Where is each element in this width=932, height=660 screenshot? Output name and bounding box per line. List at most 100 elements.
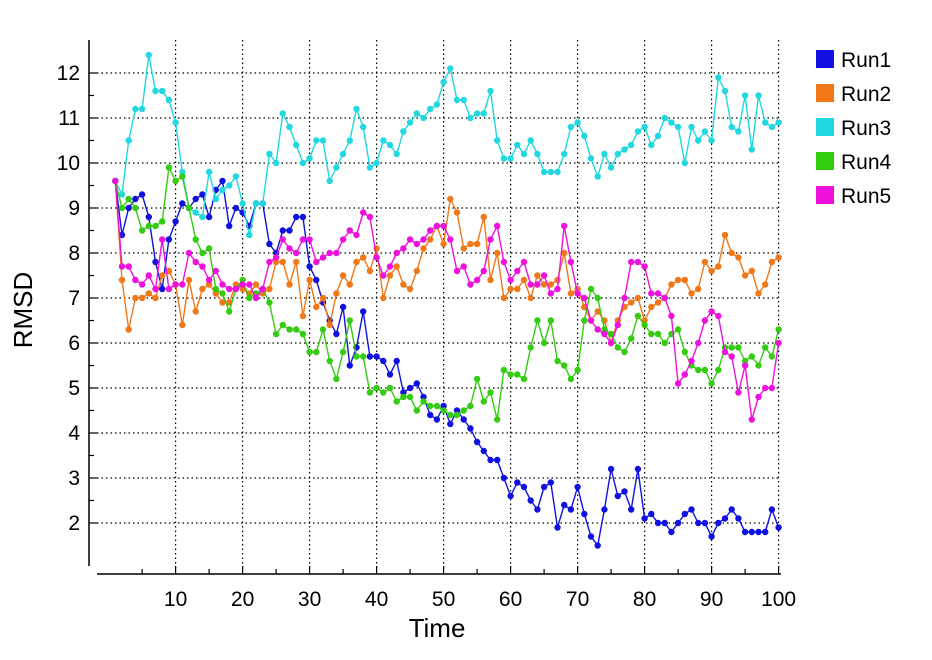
data-point (232, 173, 240, 180)
legend-label: Run4 (841, 151, 892, 174)
data-point (279, 227, 286, 234)
data-point (306, 263, 313, 270)
data-point (239, 276, 246, 284)
data-point (520, 150, 528, 158)
y-tick-label: 8 (68, 242, 80, 265)
series-line-run2 (114, 180, 779, 346)
data-point (494, 416, 501, 423)
data-point (494, 222, 501, 230)
data-point (232, 204, 240, 212)
data-point (721, 87, 729, 95)
data-point (607, 330, 615, 338)
data-point (447, 420, 454, 428)
data-point (112, 177, 119, 185)
tick-labels: 2 3 4 5 6 7 8 9 10 11 12 10 20 30 40 50 60 70 80 90 100 (57, 62, 796, 611)
data-point (286, 326, 293, 333)
data-point (386, 272, 394, 279)
series-line-run5 (114, 180, 780, 420)
data-point (762, 344, 769, 351)
data-point (246, 294, 253, 302)
data-point (601, 506, 608, 513)
data-point (460, 416, 467, 423)
y-tick-label: 4 (68, 422, 80, 445)
data-point (138, 227, 146, 234)
data-point (366, 164, 374, 171)
data-point (715, 74, 722, 81)
data-point (413, 267, 420, 275)
data-point (473, 375, 481, 383)
y-tick-label: 5 (68, 377, 80, 400)
data-point (581, 317, 588, 324)
data-point (440, 222, 447, 230)
data-point (540, 168, 548, 176)
data-point (594, 542, 601, 549)
data-point (695, 339, 702, 347)
data-point (762, 119, 769, 126)
data-point (473, 438, 481, 446)
data-point (413, 110, 420, 117)
legend-label: Run3 (841, 117, 891, 140)
data-point (138, 191, 146, 198)
x-tick-label: 30 (298, 588, 321, 611)
data-point (641, 321, 648, 329)
data-point (406, 236, 414, 243)
data-point (326, 357, 333, 365)
data-point (561, 249, 568, 257)
data-point (768, 384, 776, 392)
data-point (775, 254, 782, 261)
data-point (628, 299, 635, 306)
data-point (360, 123, 367, 131)
data-point (226, 308, 233, 315)
data-point (681, 276, 688, 284)
data-point (487, 276, 494, 284)
data-point (581, 132, 588, 140)
data-point (648, 141, 655, 149)
data-point (500, 366, 508, 374)
data-point (695, 366, 702, 374)
data-point (507, 155, 514, 162)
data-point (360, 308, 367, 315)
data-point (118, 276, 126, 284)
data-point (219, 281, 226, 288)
data-point (741, 362, 749, 369)
data-point (668, 312, 675, 320)
data-point (534, 281, 541, 288)
data-point (574, 483, 581, 491)
data-point (460, 96, 467, 104)
data-point (272, 330, 280, 338)
data-point (634, 312, 642, 320)
data-point (487, 389, 494, 396)
series-line-run3 (114, 54, 779, 236)
data-point (226, 222, 233, 230)
data-point (299, 159, 307, 167)
data-point (306, 236, 313, 243)
data-point (487, 456, 494, 464)
data-point (601, 330, 608, 338)
data-point (768, 353, 776, 360)
data-point (373, 159, 380, 167)
data-point (520, 258, 528, 266)
data-point (467, 425, 474, 432)
data-point (661, 339, 668, 347)
data-point (132, 294, 139, 302)
data-point (628, 506, 635, 513)
data-point (152, 222, 159, 230)
data-point (567, 506, 575, 513)
data-point (587, 155, 595, 162)
data-point (427, 227, 434, 234)
data-point (179, 168, 186, 176)
data-point (420, 245, 427, 252)
data-point (266, 285, 273, 293)
data-point (688, 357, 695, 365)
y-axis-title: RMSD (8, 272, 38, 349)
data-point (145, 51, 152, 59)
data-point (480, 267, 487, 275)
data-point (674, 276, 682, 284)
data-point (520, 276, 528, 284)
data-point (118, 204, 126, 212)
x-tick-label: 10 (164, 588, 187, 611)
data-point (386, 141, 394, 149)
data-point (145, 222, 152, 230)
data-point (393, 398, 400, 405)
